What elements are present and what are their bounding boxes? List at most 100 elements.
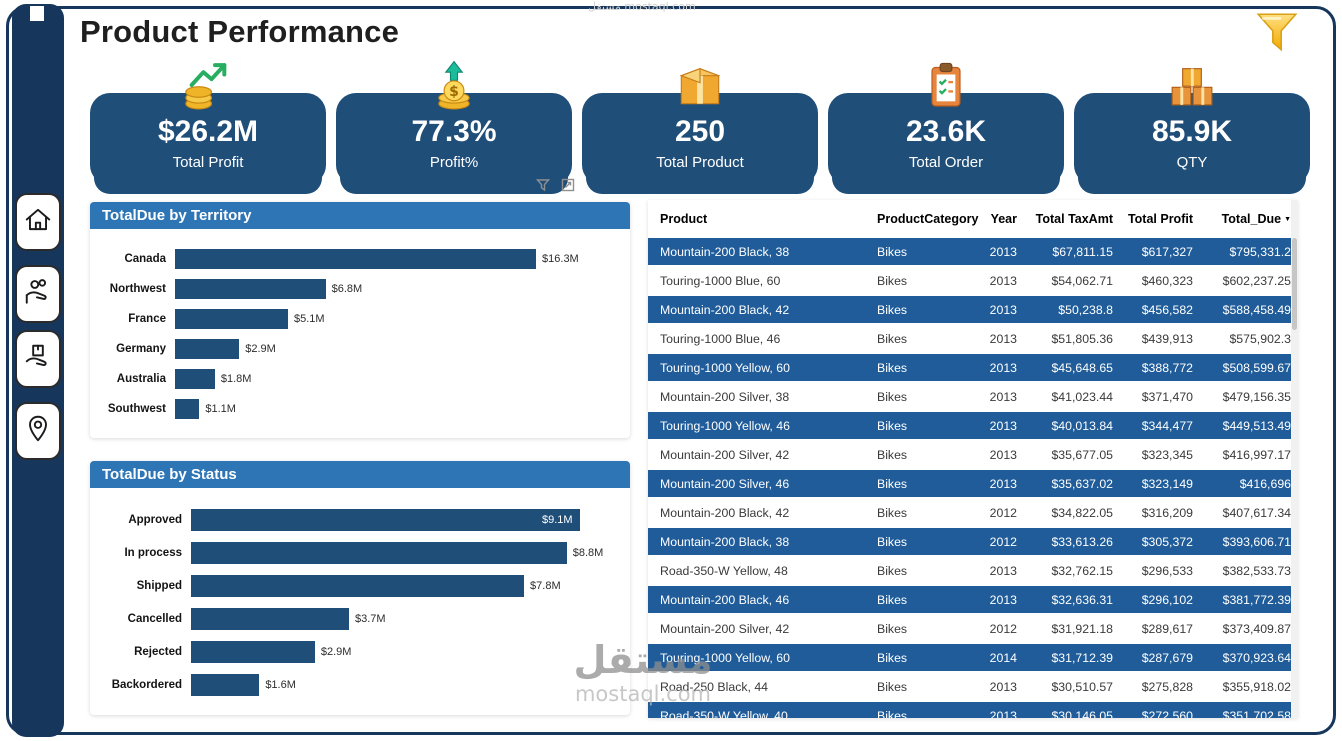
table-row[interactable]: Touring-1000 Yellow, 60 Bikes 2014 $31,712.… (648, 644, 1298, 673)
bar[interactable] (191, 508, 580, 531)
value-label: $1.1M (205, 403, 236, 415)
column-header-total-profit[interactable]: Total Profit (1127, 212, 1193, 226)
bar[interactable] (175, 339, 240, 359)
bar[interactable] (175, 249, 537, 269)
table-row[interactable]: Mountain-200 Silver, 42 Bikes 2013 $35,677.… (648, 441, 1298, 470)
scrollbar-thumb[interactable] (1292, 238, 1297, 330)
table-cell: $33,613.26 (1051, 534, 1113, 549)
column-header-year[interactable]: Year (990, 212, 1017, 226)
table-row[interactable]: Mountain-200 Black, 46 Bikes 2013 $32,636.3… (648, 586, 1298, 615)
table-row[interactable]: Touring-1000 Yellow, 60 Bikes 2013 $45,648.… (648, 354, 1298, 383)
bar-track: $7.8M (191, 569, 618, 602)
bar[interactable] (191, 541, 567, 564)
bar-row: Approved $9.1M (96, 503, 618, 536)
column-header-product[interactable]: Product (660, 212, 708, 226)
table-row[interactable]: Mountain-200 Black, 42 Bikes 2013 $50,238.8… (648, 296, 1298, 325)
column-header-total-taxamt[interactable]: Total TaxAmt (1035, 212, 1113, 226)
hand-box-icon (23, 342, 53, 377)
table-cell: 2013 (989, 476, 1017, 491)
table-cell: $30,146.05 (1051, 708, 1113, 719)
table-cell: $41,023.44 (1051, 389, 1113, 404)
table-cell: $316,209 (1141, 505, 1193, 520)
table-cell: 2012 (989, 534, 1017, 549)
bar[interactable] (175, 309, 288, 329)
table-cell: Bikes (877, 273, 908, 288)
column-header-productcategory[interactable]: ProductCategory (877, 212, 979, 226)
bar[interactable] (191, 574, 525, 597)
svg-text:$: $ (449, 84, 459, 100)
kpi-label: QTY (1176, 154, 1208, 171)
kpi-total-profit[interactable]: $26.2M Total Profit (90, 63, 326, 185)
sidebar-item-location[interactable] (15, 402, 61, 460)
table-row[interactable]: Touring-1000 Blue, 46 Bikes 2013 $51,805.36… (648, 325, 1298, 354)
table-cell: Bikes (877, 389, 908, 404)
category-label: Southwest (107, 403, 166, 415)
bar[interactable] (175, 369, 215, 389)
table-row[interactable]: Mountain-200 Silver, 38 Bikes 2013 $41,023.… (648, 383, 1298, 412)
table-cell: Mountain-200 Black, 42 (660, 505, 790, 520)
table-row[interactable]: Road-350-W Yellow, 48 Bikes 2013 $32,762.15… (648, 557, 1298, 586)
kpi-value: $26.2M (157, 115, 259, 148)
filter-funnel-icon[interactable] (1252, 8, 1302, 58)
bar[interactable] (191, 640, 315, 663)
kpi-profit-percent[interactable]: $ 77.3% Profit% (336, 60, 572, 185)
value-label: $6.8M (331, 283, 363, 295)
table-row[interactable]: Road-250 Black, 44 Bikes 2013 $30,510.57 $27… (648, 673, 1298, 702)
column-header-total-due[interactable]: Total_Due ▼ (1221, 212, 1291, 226)
category-label: Germany (116, 343, 166, 355)
kpi-total-order[interactable]: 23.6K Total Order (828, 62, 1064, 185)
bar[interactable] (191, 673, 260, 696)
table-row[interactable]: Mountain-200 Silver, 42 Bikes 2012 $31,921.… (648, 615, 1298, 644)
kpi-value: 85.9K (1151, 115, 1233, 148)
sidebar-item-delivery[interactable] (15, 330, 61, 388)
table-cell: $344,477 (1141, 418, 1193, 433)
table-row[interactable]: Mountain-200 Black, 42 Bikes 2012 $34,822.0… (648, 499, 1298, 528)
table-cell: $323,345 (1141, 447, 1193, 462)
bar-row: Southwest $1.1M (96, 394, 618, 424)
table-cell: 2013 (989, 244, 1017, 259)
table-header-row: Product ProductCategory Year Total TaxAmt To… (648, 200, 1298, 238)
table-cell: $296,533 (1141, 563, 1193, 578)
sort-desc-icon: ▼ (1284, 216, 1291, 223)
table-row[interactable]: Road-350-W Yellow, 40 Bikes 2013 $30,146.05… (648, 702, 1298, 718)
table-cell: Mountain-200 Black, 46 (660, 592, 790, 607)
category-label: In process (124, 546, 182, 559)
table-cell: $67,811.15 (1052, 244, 1113, 259)
table-cell: 2012 (989, 621, 1017, 636)
table-cell: $588,458.49 (1222, 302, 1291, 317)
value-label: $7.8M (530, 579, 561, 592)
table-scrollbar[interactable] (1291, 200, 1298, 718)
sidebar-item-home[interactable] (15, 193, 61, 251)
table-cell: 2013 (989, 679, 1017, 694)
table-cell: 2013 (989, 447, 1017, 462)
table-cell: 2013 (989, 389, 1017, 404)
kpi-total-product[interactable]: 250 Total Product (582, 67, 818, 185)
sidebar-item-donations[interactable] (15, 265, 61, 323)
bar-row: Australia $1.8M (96, 364, 618, 394)
table-row[interactable]: Mountain-200 Black, 38 Bikes 2012 $33,613.2… (648, 528, 1298, 557)
table-cell: $54,062.71 (1051, 273, 1113, 288)
table-row[interactable]: Touring-1000 Yellow, 46 Bikes 2013 $40,013.… (648, 412, 1298, 441)
kpi-qty[interactable]: 85.9K QTY (1074, 68, 1310, 185)
bar[interactable] (175, 399, 200, 419)
table-cell: Bikes (877, 418, 908, 433)
bar-track: $1.8M (175, 364, 618, 394)
table-row[interactable]: Mountain-200 Silver, 46 Bikes 2013 $35,637.… (648, 470, 1298, 499)
visual-filter-icon[interactable] (535, 178, 551, 197)
table-cell: $617,327 (1141, 244, 1193, 259)
table-row[interactable]: Touring-1000 Blue, 60 Bikes 2013 $54,062.71… (648, 267, 1298, 296)
bar[interactable] (175, 279, 326, 299)
table-cell: Bikes (877, 447, 908, 462)
table-cell: Bikes (877, 331, 908, 346)
table-cell: Bikes (877, 679, 908, 694)
kpi-row: $26.2M Total Profit $ 77.3% Profit% (90, 60, 1310, 185)
table-cell: Touring-1000 Blue, 60 (660, 273, 781, 288)
bar[interactable] (191, 607, 349, 630)
kpi-value: 77.3% (411, 115, 497, 148)
table-cell: $323,149 (1141, 476, 1193, 491)
bar-track: $1.1M (175, 394, 618, 424)
kpi-value: 23.6K (905, 115, 987, 148)
table-cell: $45,648.65 (1051, 360, 1113, 375)
focus-mode-icon[interactable] (561, 178, 575, 197)
table-row[interactable]: Mountain-200 Black, 38 Bikes 2013 $67,811.1… (648, 238, 1298, 267)
